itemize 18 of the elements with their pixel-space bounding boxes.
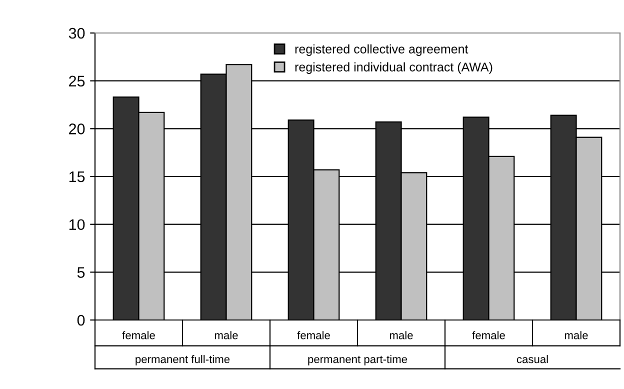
text: casual [516, 355, 548, 364]
y-tick-label: 10 [69, 219, 85, 230]
y-tick-label: 0 [77, 314, 85, 326]
y-tick-label: 30 [68, 28, 85, 39]
x-tick-label: female [122, 331, 155, 340]
x-tick-label: male [564, 331, 588, 340]
y-tick-label: 15 [69, 172, 85, 182]
x-tick-label: male [390, 331, 413, 340]
legend-label: registered collective agreement [295, 44, 468, 56]
x-tick-label: female [297, 331, 330, 340]
x-tick-label: male [214, 331, 238, 340]
y-tick-label: 20 [69, 124, 85, 134]
text: permanent full-time [136, 355, 230, 366]
y-tick-label: 25 [69, 76, 85, 87]
x-tick-label: female [472, 331, 505, 340]
text: permanent part-time [308, 355, 408, 366]
legend-label: registered individual contract (AWA) [295, 62, 492, 74]
y-tick-label: 5 [77, 267, 85, 278]
